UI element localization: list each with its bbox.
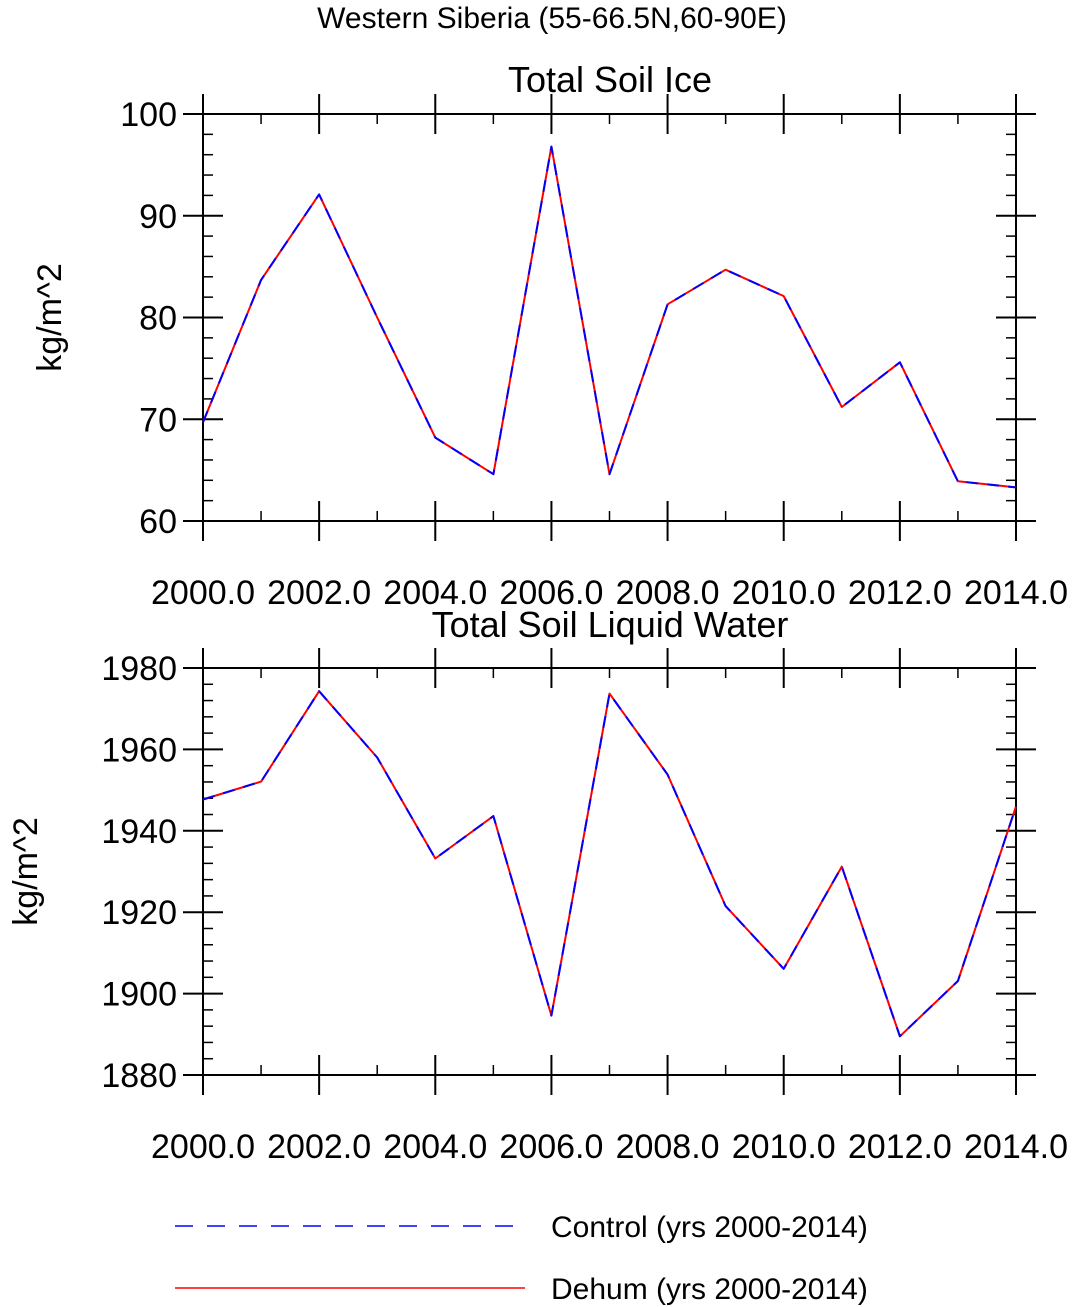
x-tick-label: 2014.0	[964, 1128, 1068, 1166]
x-tick-label: 2002.0	[267, 574, 371, 612]
x-tick-label: 2004.0	[383, 1128, 487, 1166]
x-tick-label: 2012.0	[848, 1128, 952, 1166]
panel-title: Total Soil Ice	[508, 59, 712, 100]
series-line-control	[202, 690, 1017, 1038]
legend-label-control: Control (yrs 2000-2014)	[551, 1211, 868, 1244]
y-tick-label: 80	[139, 300, 177, 338]
y-tick-label: 1880	[101, 1057, 177, 1095]
x-tick-label: 2014.0	[964, 574, 1068, 612]
y-tick-label: 1900	[101, 976, 177, 1014]
y-tick-label: 1980	[101, 650, 177, 688]
x-tick-label: 2002.0	[267, 1128, 371, 1166]
legend-label-dehum: Dehum (yrs 2000-2014)	[551, 1273, 868, 1306]
x-tick-label: 2006.0	[499, 574, 603, 612]
x-tick-label: 2010.0	[732, 1128, 836, 1166]
panel-total-soil-ice: Total Soil Ice kg/m^2 60 70 80 90 100 2000.0 200…	[31, 59, 1068, 612]
figure-suptitle: Western Siberia (55-66.5N,60-90E)	[317, 2, 787, 35]
x-tick-label: 2004.0	[383, 574, 487, 612]
y-tick-label: 100	[120, 96, 177, 134]
x-tick-label: 2008.0	[616, 574, 720, 612]
y-tick-label: 1940	[101, 813, 177, 851]
series-line-dehum	[202, 145, 1017, 489]
y-tick-label: 90	[139, 198, 177, 236]
x-tick-label: 2012.0	[848, 574, 952, 612]
plot-frame	[202, 113, 1017, 522]
y-tick-label: 1920	[101, 894, 177, 932]
x-tick-label: 2000.0	[151, 574, 255, 612]
x-tick-label: 2010.0	[732, 574, 836, 612]
y-axis-label: kg/m^2	[31, 263, 69, 372]
series-line-control	[202, 145, 1017, 489]
x-tick-label: 2008.0	[616, 1128, 720, 1166]
panel-title: Total Soil Liquid Water	[432, 604, 789, 645]
x-tick-label: 2000.0	[151, 1128, 255, 1166]
legend: Control (yrs 2000-2014) Dehum (yrs 2000-…	[175, 1211, 868, 1306]
y-tick-label: 1960	[101, 731, 177, 769]
plot-frame	[202, 667, 1017, 1076]
x-tick-label: 2006.0	[499, 1128, 603, 1166]
y-axis-label: kg/m^2	[7, 817, 45, 926]
series-line-dehum	[202, 690, 1017, 1038]
panel-total-soil-liquid-water: Total Soil Liquid Water kg/m^2 1880 1900 192…	[7, 604, 1068, 1166]
y-tick-label: 60	[139, 503, 177, 541]
y-tick-label: 70	[139, 401, 177, 439]
